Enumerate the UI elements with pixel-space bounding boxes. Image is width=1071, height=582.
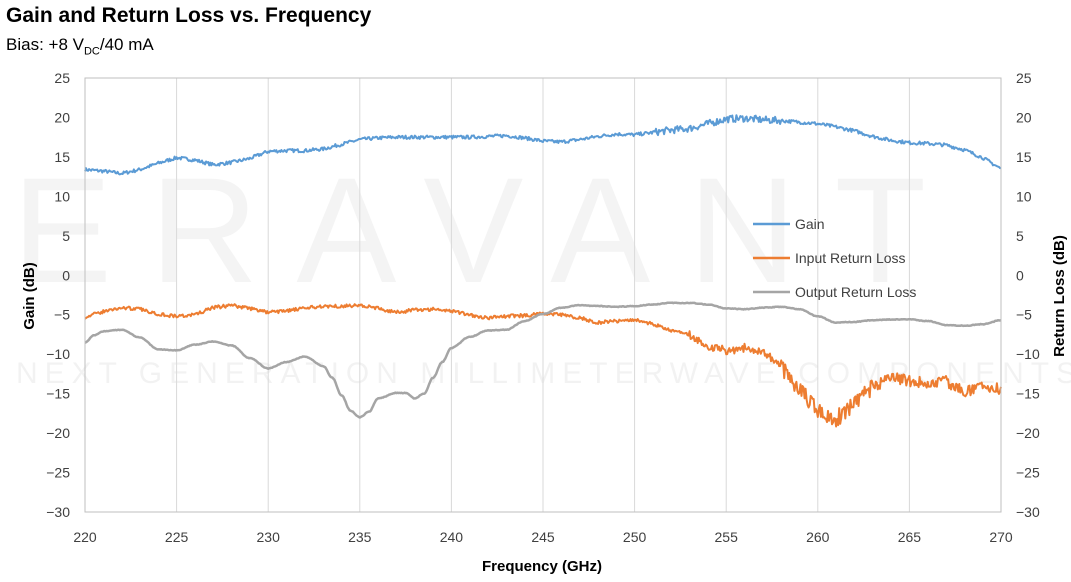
y-tick-label-right: 10 xyxy=(1016,188,1032,204)
x-tick-label: 265 xyxy=(898,529,922,545)
subtitle-subscript: DC xyxy=(83,45,100,58)
y-tick-label-right: −5 xyxy=(1016,307,1032,323)
y-tick-label-left: −5 xyxy=(54,307,70,323)
y-tick-label-right: −10 xyxy=(1016,346,1040,362)
x-tick-label: 270 xyxy=(989,529,1013,545)
y-tick-label-left: 5 xyxy=(62,228,70,244)
y-axis-label-right: Return Loss (dB) xyxy=(1051,235,1068,357)
y-tick-label-right: 25 xyxy=(1016,70,1032,86)
series-line xyxy=(84,114,1002,176)
series-line xyxy=(84,301,1002,419)
y-tick-label-left: −15 xyxy=(46,386,70,402)
watermark-brand: ERAVANT xyxy=(12,146,964,314)
x-tick-label: 230 xyxy=(257,529,281,545)
legend-label: Input Return Loss xyxy=(795,250,906,266)
y-tick-label-left: 25 xyxy=(54,70,70,86)
y-tick-label-right: −20 xyxy=(1016,425,1040,441)
x-tick-label: 225 xyxy=(165,529,189,545)
y-tick-label-right: −15 xyxy=(1016,386,1040,402)
y-axis-label-left: Gain (dB) xyxy=(21,262,38,330)
x-tick-label: 220 xyxy=(73,529,97,545)
x-axis-label: Frequency (GHz) xyxy=(482,558,602,575)
y-tick-label-left: 0 xyxy=(62,267,70,283)
y-tick-label-left: 10 xyxy=(54,188,70,204)
x-tick-labels: 220 225 230 235 240 245 250 255 260 265 270 xyxy=(73,529,1013,545)
x-tick-label: 260 xyxy=(806,529,830,545)
subtitle-suffix: /40 mA xyxy=(99,35,154,54)
y-tick-label-left: −30 xyxy=(46,504,70,520)
y-tick-label-right: 20 xyxy=(1016,109,1032,125)
x-tick-label: 250 xyxy=(623,529,647,545)
x-tick-label: 240 xyxy=(440,529,464,545)
y-tick-label-left: 15 xyxy=(54,149,70,165)
y-tick-label-right: −30 xyxy=(1016,504,1040,520)
y-tick-label-right: 5 xyxy=(1016,228,1024,244)
legend: Gain Input Return Loss Output Return Loss xyxy=(753,216,916,300)
chart-title: Gain and Return Loss vs. Frequency xyxy=(6,4,372,27)
x-tick-label: 245 xyxy=(531,529,555,545)
subtitle-prefix: Bias: +8 V xyxy=(6,35,84,54)
y-tick-label-left: −10 xyxy=(46,346,70,362)
x-tick-label: 235 xyxy=(348,529,372,545)
y-tick-label-right: 0 xyxy=(1016,267,1024,283)
legend-label: Output Return Loss xyxy=(795,284,916,300)
series-layer xyxy=(84,114,1002,428)
plot-frame xyxy=(84,77,1002,513)
y-tick-labels-right: 25 20 15 10 5 0 −5 −10 −15 −20 −25 −30 xyxy=(1016,70,1040,520)
y-tick-label-left: 20 xyxy=(54,109,70,125)
y-tick-label-right: −25 xyxy=(1016,465,1040,481)
watermark: ERAVANT NEXT GENERATION MILLIMETERWAVE C… xyxy=(12,146,1071,390)
y-tick-label-right: 15 xyxy=(1016,149,1032,165)
y-tick-labels-left: 25 20 15 10 5 0 −5 −10 −15 −20 −25 −30 xyxy=(46,70,70,520)
y-tick-label-left: −20 xyxy=(46,425,70,441)
x-tick-label: 255 xyxy=(715,529,739,545)
y-tick-label-left: −25 xyxy=(46,465,70,481)
chart-subtitle: Bias: +8 VDC/40 mA xyxy=(6,35,154,57)
legend-label: Gain xyxy=(795,216,825,232)
